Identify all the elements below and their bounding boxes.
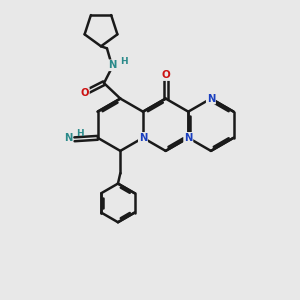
- Text: O: O: [80, 88, 89, 98]
- Text: H: H: [76, 130, 84, 139]
- Text: N: N: [64, 133, 72, 143]
- Text: O: O: [161, 70, 170, 80]
- Text: N: N: [139, 133, 147, 143]
- Text: H: H: [120, 57, 128, 66]
- Text: N: N: [184, 133, 193, 143]
- Text: N: N: [207, 94, 215, 103]
- Text: N: N: [108, 60, 116, 70]
